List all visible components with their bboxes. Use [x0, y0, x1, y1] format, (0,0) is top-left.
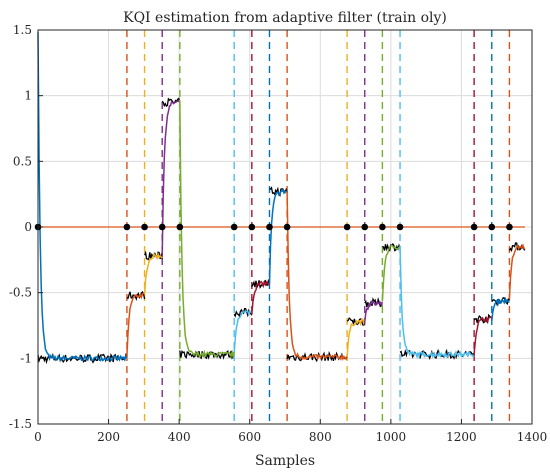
x-tick-labels: 0 200 400 600 800 1000 1200 1400: [34, 419, 547, 444]
estimated-kqi-segment: [268, 188, 288, 284]
estimated-kqi-segment: [363, 300, 384, 323]
chart-title: KQI estimation from adaptive filter (tra…: [123, 10, 447, 26]
change-point-marker: [230, 223, 238, 231]
change-point-marker: [176, 223, 184, 231]
change-point-marker: [141, 223, 148, 231]
estimated-kqi-segment: [233, 309, 252, 353]
change-point-markers: [34, 223, 513, 231]
estimated-kqi-segment: [491, 296, 510, 321]
true-kqi-series: [37, 97, 526, 365]
estimated-kqi-segment: [286, 191, 348, 362]
true-kqi-segment: [491, 297, 510, 307]
x-tick-label: 200: [97, 430, 120, 444]
estimated-kqi-segment: [473, 315, 493, 355]
x-tick-label: 600: [238, 430, 261, 444]
change-point-marker: [488, 223, 496, 231]
x-tick-label: 1200: [446, 430, 477, 444]
change-point-marker: [506, 223, 513, 231]
change-point-marker: [266, 223, 273, 231]
x-tick-label: 1400: [517, 430, 548, 444]
true-kqi-segment: [473, 313, 493, 325]
y-tick-label: -1: [20, 351, 32, 365]
y-tick-label: 1: [24, 89, 32, 103]
change-point-marker: [283, 223, 291, 231]
x-tick-label: 800: [309, 430, 332, 444]
estimated-kqi-segment: [508, 243, 526, 299]
estimated-kqi-segment: [251, 280, 271, 315]
y-tick-label: 0: [24, 220, 32, 234]
x-tick-label: 0: [34, 430, 42, 444]
x-axis-title: Samples: [255, 453, 315, 469]
y-tick-labels: -1.5 -1 -0.5 0 0.5 1 1.5: [9, 23, 43, 431]
change-point-marker: [248, 223, 256, 231]
estimated-kqi-segment: [37, 32, 128, 363]
x-tick-label: 400: [168, 430, 191, 444]
change-point-marker: [343, 223, 351, 231]
change-point-marker: [379, 223, 386, 231]
change-point-marker: [123, 223, 131, 231]
estimated-kqi-segment: [381, 244, 401, 301]
change-point-marker: [361, 223, 369, 231]
estimated-kqi-segment: [399, 245, 475, 360]
estimated-kqi-segment: [143, 252, 163, 295]
y-tick-label: -1.5: [9, 417, 32, 431]
estimated-kqi-segment: [126, 292, 145, 357]
estimated-kqi-segment: [346, 318, 366, 358]
estimated-kqi-segment: [179, 100, 235, 360]
x-tick-label: 1000: [376, 430, 407, 444]
change-point-marker: [158, 223, 166, 231]
true-kqi-segment: [251, 278, 271, 290]
y-tick-label: -0.5: [9, 286, 32, 300]
true-kqi-segment: [126, 290, 146, 302]
true-kqi-segment: [179, 349, 235, 360]
change-point-marker: [470, 223, 478, 231]
estimated-kqi-series: [37, 32, 526, 363]
change-point-marker: [396, 223, 404, 231]
estimated-kqi-segment: [161, 99, 181, 257]
y-tick-label: 1.5: [13, 23, 32, 37]
y-tick-label: 0.5: [13, 154, 32, 168]
